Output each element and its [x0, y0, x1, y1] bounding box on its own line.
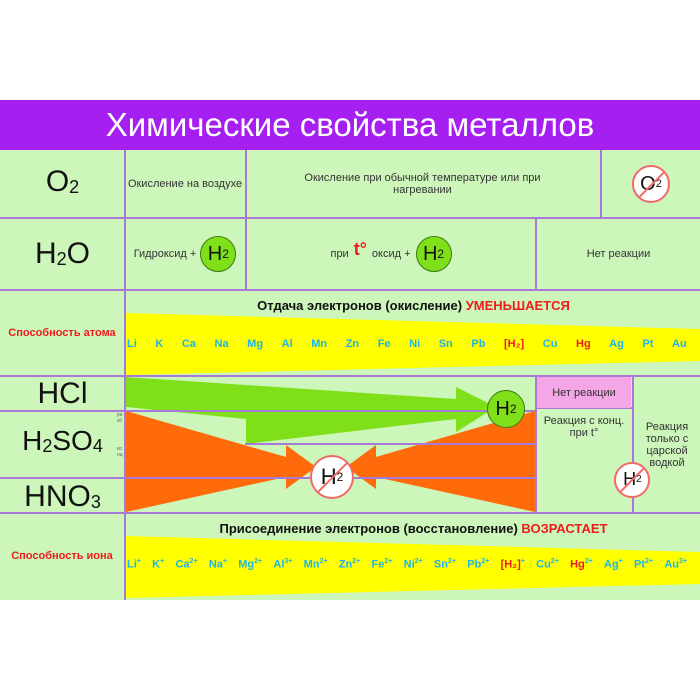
page-title: Химические свойства металлов [0, 100, 700, 150]
ion-11: Pb2+ [467, 558, 490, 571]
oxide-text: оксид + [371, 248, 411, 260]
ion-9: Ni2+ [403, 558, 423, 571]
temperature-sign: t° [353, 238, 367, 259]
metal-15: Ag [609, 338, 624, 350]
o2-formula: O2 [45, 165, 80, 198]
metal-6: Mn [311, 338, 328, 350]
yellow-wedge [126, 313, 700, 375]
h2so4-conc-arrow-left [126, 411, 316, 512]
ion-12: [H₂]+ [500, 558, 525, 571]
ion-8: Fe2+ [371, 558, 393, 571]
no-reaction-water: Нет реакции [586, 248, 651, 260]
metal-17: Au [672, 338, 687, 350]
metal-13: Cu [542, 338, 558, 350]
metal-16: Pt [642, 338, 654, 350]
metal-0: Li [127, 338, 137, 350]
metal-series: Li K Ca Na Mg Al Mn Zn Fe Ni Sn Pb [H₂] Cu Hg Ag Pt Au [127, 338, 687, 350]
no-reaction-acid: Нет реакции [537, 377, 631, 408]
metal-3: Na [214, 338, 229, 350]
oxidation-air: Окисление на воздухе [127, 178, 243, 190]
ion-4: Mg2+ [238, 558, 263, 571]
ion-5: Al3+ [273, 558, 293, 571]
ion-14: Hg2+ [570, 558, 593, 571]
hno3-formula: HNO3 [24, 480, 101, 513]
ion-13: Cu2+ [536, 558, 559, 571]
oxidation-normal: Окисление при обычной температуре или пр… [304, 172, 541, 196]
metal-1: K [155, 338, 164, 350]
ion-header: Присоединение электронов (восстановление… [219, 521, 608, 536]
h2o-formula: H2O [34, 237, 91, 270]
metal-7: Zn [345, 338, 360, 350]
metal-8: Fe [377, 338, 391, 350]
metal-9: Ni [409, 338, 421, 350]
ion-2: Ca2+ [175, 558, 198, 571]
ion-series: Li+ K+ Ca2+ Na+ Mg2+ Al3+ Mn2+ Zn2+ Fe2+ Ni2+ Sn2+… [127, 558, 687, 571]
hydroxide-text: Гидроксид + [133, 248, 197, 260]
metal-11: Pb [471, 338, 486, 350]
ion-1: K+ [152, 558, 165, 571]
atom-ability-label: Способность атома [8, 327, 116, 339]
ion-6: Mn2+ [303, 558, 328, 571]
h2so4-conc-arrow-right [346, 411, 535, 512]
ion-15: Ag+ [604, 558, 623, 571]
ion-10: Sn2+ [433, 558, 456, 571]
h2so4-formula: H2SO4 [22, 425, 103, 456]
hcl-formula: HCl [37, 377, 88, 410]
ion-ability-label: Способность иона [11, 550, 113, 562]
ion-0: Li+ [127, 558, 141, 571]
conc-heat-reaction: Реакция с конц. при t° [543, 415, 625, 439]
yellow-wedge [126, 536, 700, 598]
ion-3: Na+ [208, 558, 227, 571]
heat-pre: при [330, 248, 349, 260]
dilute-label: разб [117, 412, 123, 424]
metal-14: Hg [576, 338, 591, 350]
metal-12: [H₂] [504, 338, 525, 350]
ion-7: Zn2+ [338, 558, 361, 571]
metal-2: Ca [181, 338, 196, 350]
atom-header: Отдача электронов (окисление) УМЕНЬШАЕТС… [257, 298, 570, 313]
ion-17: Au3+ [664, 558, 687, 571]
metal-4: Mg [247, 338, 264, 350]
metal-10: Sn [438, 338, 453, 350]
ion-16: Pt2+ [634, 558, 654, 571]
conc-label: конц [117, 446, 123, 458]
metal-5: Al [281, 338, 293, 350]
aqua-regia-reaction: Реакция только с царской водкой [645, 420, 689, 469]
